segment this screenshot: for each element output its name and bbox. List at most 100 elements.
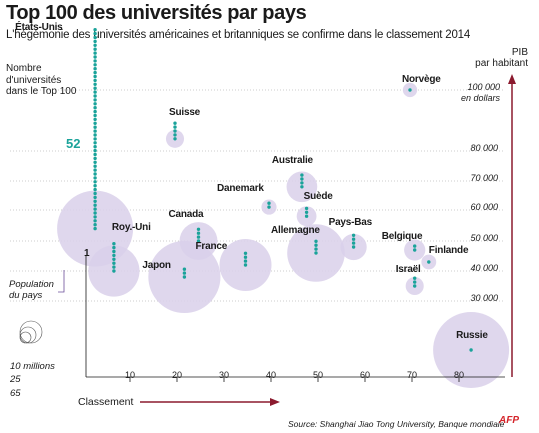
country-label: Pays-Bas [328, 217, 373, 229]
university-dot [196, 235, 201, 239]
university-dot [112, 253, 116, 258]
university-dot [351, 237, 356, 241]
university-dot [182, 271, 187, 275]
university-dot [93, 67, 97, 71]
university-dot [93, 39, 97, 44]
university-dot [351, 233, 356, 237]
y-axis-label-text: PIB par habitant [475, 47, 528, 69]
university-dot [93, 78, 97, 83]
university-dot [93, 109, 97, 114]
country-label: Suisse [169, 107, 201, 119]
university-dot [469, 348, 473, 352]
university-count-label-text: Nombre d'universités dans le Top 100 [6, 63, 77, 97]
university-dot [427, 260, 431, 264]
university-dot [93, 94, 97, 98]
university-dot [93, 82, 97, 87]
university-dot [314, 243, 318, 247]
university-dot [93, 106, 97, 110]
university-dot [196, 227, 201, 231]
university-dot [93, 184, 97, 188]
university-dot [413, 276, 417, 280]
country-label: Danemark [217, 183, 264, 195]
afp-logo: AFP [499, 415, 519, 426]
y-tick-label: 80 000 [470, 143, 498, 153]
university-dot [93, 121, 97, 126]
size-legend-10m: 10 millions [10, 361, 55, 372]
university-dot [93, 160, 97, 164]
university-dot [93, 117, 97, 122]
university-dot [93, 215, 97, 219]
university-dot [93, 125, 97, 129]
country-label: Suède [303, 191, 333, 203]
country-label: Norvège [402, 74, 441, 85]
x-tick-label: 80 [453, 370, 464, 380]
university-dot [93, 55, 97, 59]
university-dot [93, 102, 97, 106]
country-label: Russie [456, 330, 488, 341]
university-dot [300, 185, 304, 189]
university-dot [173, 133, 177, 137]
x-axis-label: Classement [78, 396, 134, 408]
university-dot [243, 255, 248, 259]
x-tick-label: 10 [124, 370, 135, 380]
chart-subtitle: L'hégémonie des universités américaines … [6, 29, 471, 41]
university-dot [351, 245, 356, 249]
size-legend-circle-25 [19, 326, 37, 344]
university-dot [93, 43, 97, 47]
university-dot [93, 180, 97, 184]
university-dot [112, 245, 116, 250]
university-dot [243, 251, 248, 255]
university-dot [93, 74, 97, 79]
university-dot [93, 176, 97, 180]
x-tick-label: 30 [218, 370, 229, 380]
y-tick-label: 60 000 [470, 202, 498, 212]
university-dot [93, 86, 97, 90]
university-dot [93, 63, 97, 67]
university-dot [413, 244, 417, 248]
count-max-label: 52 [66, 136, 81, 151]
chart-title: Top 100 des universités par pays [6, 2, 307, 24]
university-dot [93, 70, 97, 75]
size-legend-circle-65 [19, 320, 43, 344]
university-dot [93, 156, 97, 161]
university-dot [93, 47, 97, 51]
university-dot [173, 121, 177, 125]
university-dot [93, 35, 97, 40]
y-axis-arrowhead [508, 74, 516, 84]
university-dot [314, 239, 318, 243]
size-legend-25m: 25 [10, 374, 21, 385]
y-axis-unit-text: 100 000 en dollars [460, 82, 500, 103]
university-dot [173, 129, 177, 133]
country-label: France [195, 241, 228, 253]
university-dot [93, 98, 97, 102]
population-pointer [58, 270, 65, 293]
university-dot [112, 249, 116, 254]
country-label: États-Unis [15, 21, 63, 33]
country-label: Japon [142, 260, 171, 272]
university-dot [93, 172, 97, 176]
university-dot [112, 269, 116, 273]
university-dot [300, 181, 304, 185]
country-label: Finlande [428, 245, 469, 256]
university-dot [243, 259, 248, 263]
x-tick-label: 60 [359, 370, 370, 380]
count-min-label: 1 [84, 248, 90, 259]
university-dot [93, 164, 97, 168]
university-dot [93, 223, 97, 227]
university-dot [173, 137, 177, 141]
university-dot [112, 265, 116, 269]
university-dot [93, 226, 97, 231]
university-dot [314, 247, 318, 251]
university-dot [93, 211, 97, 215]
country-label: Allemagne [271, 225, 320, 237]
university-dot [93, 187, 97, 192]
university-dot [93, 207, 97, 211]
university-dot [304, 206, 309, 211]
x-axis-arrowhead [270, 398, 280, 406]
university-dot [243, 263, 248, 267]
university-dot [93, 195, 97, 200]
university-dot [267, 205, 271, 209]
university-dot [93, 168, 97, 172]
y-tick-label: 30 000 [470, 293, 498, 303]
